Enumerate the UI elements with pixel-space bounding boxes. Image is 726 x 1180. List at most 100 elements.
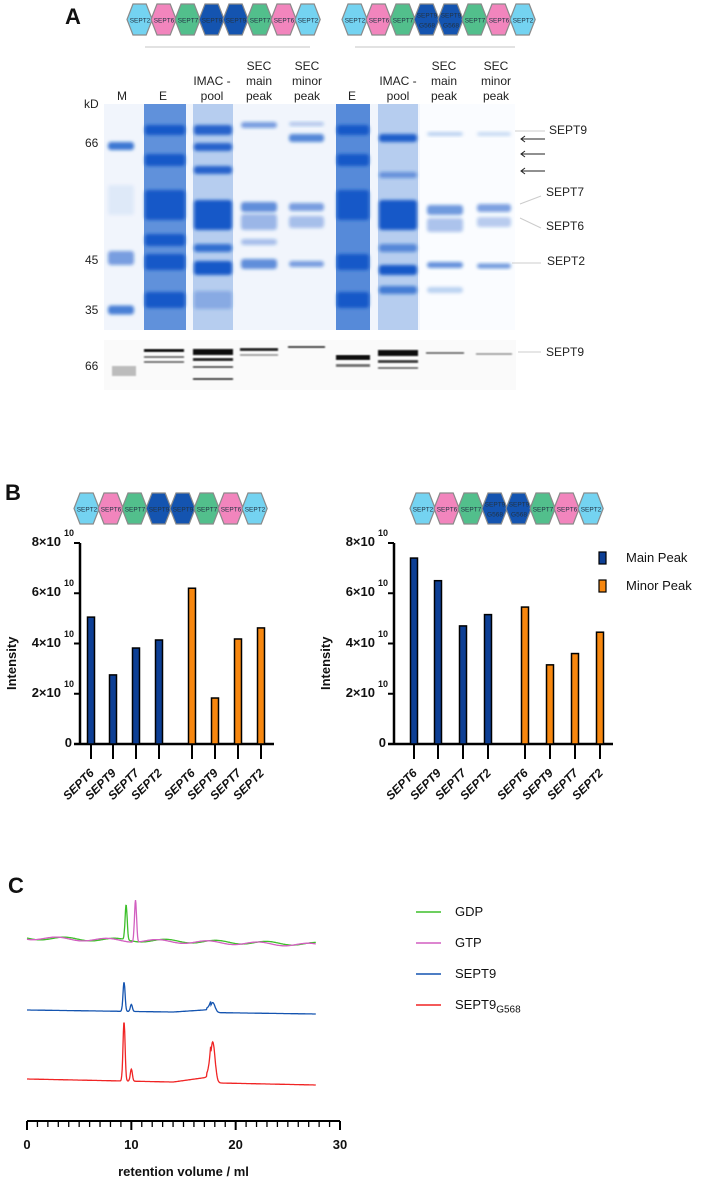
gel-band: [145, 190, 185, 220]
subunit-label: SEPT7: [250, 18, 271, 25]
y-tick-label: 2×10: [345, 684, 375, 700]
gel-lane: [289, 122, 324, 267]
arrow-icon: [520, 150, 545, 158]
subunit-label: G568: [511, 512, 527, 519]
subunit-label: SEPT7: [393, 18, 414, 25]
gel-band: [289, 216, 324, 228]
subunit-label: SEPT2: [298, 18, 319, 25]
western-band: [144, 349, 184, 352]
western-band: [144, 361, 184, 363]
western-band: [476, 353, 512, 355]
x-tick-label: 0: [23, 1137, 31, 1152]
arrow-icon: [520, 135, 545, 143]
gel-band: [194, 143, 232, 151]
marker-66: 66: [85, 136, 99, 150]
gel-band: [194, 200, 232, 230]
gel-band: [379, 200, 417, 230]
trace-gdp: [26, 904, 316, 946]
subunit-label: SEPT9: [149, 507, 170, 514]
gel-band: [145, 125, 185, 135]
western-band: [426, 352, 464, 354]
legend-label-minor: Minor Peak: [626, 578, 692, 593]
lane-label: SEC main peak: [430, 59, 458, 103]
lane-label: SEC main peak: [245, 59, 273, 103]
subunit-label: SEPT6: [221, 507, 242, 514]
legend-label-sept9: SEPT9: [455, 966, 497, 981]
gel-band: [379, 286, 417, 294]
kd-label: kD: [84, 97, 99, 111]
subunit-label: SEPT7: [178, 18, 199, 25]
gel-band: [241, 214, 277, 230]
y-tick-label: 8×10: [345, 534, 375, 549]
x-tick-label: 20: [228, 1137, 243, 1152]
band-label-sept2: SEPT2: [547, 254, 586, 268]
gel-band: [427, 205, 463, 215]
subunit-label: SEPT2: [130, 18, 151, 25]
lane-label: IMAC - pool: [379, 74, 417, 103]
subunit-label: SEPT2: [581, 507, 602, 514]
divider-left: [145, 46, 310, 48]
gel-band: [145, 292, 185, 308]
gel-band: [289, 134, 324, 142]
subunit-label: SEPT9: [509, 502, 530, 509]
gel-band: [108, 251, 134, 265]
gel-band: [477, 263, 511, 269]
subunit-sept2-hexagon: SEPT2: [577, 492, 604, 525]
legend-label-gdp: GDP: [455, 904, 484, 919]
band-label-sept6: SEPT6: [546, 219, 585, 233]
y-tick-exponent: 10: [64, 528, 75, 538]
gel-band: [145, 234, 185, 246]
gel-band: [289, 122, 324, 126]
gel-band: [145, 154, 185, 166]
gel-band: [108, 305, 134, 315]
subunit-label: SEPT9: [441, 13, 462, 20]
y-tick-label: 2×10: [31, 684, 61, 700]
gel-band: [427, 262, 463, 268]
gel-lane: [378, 104, 418, 330]
gel-band: [337, 125, 369, 135]
arrow-icon: [520, 167, 545, 175]
lane-label: E: [158, 89, 167, 103]
gel-band: [108, 185, 134, 215]
gel-lane: [108, 142, 134, 315]
gel-band: [108, 142, 134, 150]
subunit-sept2-hexagon: SEPT2: [241, 492, 268, 525]
trace-gtp: [26, 900, 316, 947]
western-band: [112, 366, 136, 376]
leader-line: [519, 195, 542, 205]
subunit-sept9-hexagon: SEPT9 G568: [413, 3, 440, 36]
gel-lane: [241, 122, 277, 269]
western-marker-66: 66: [85, 359, 99, 373]
gel-lane: [336, 104, 370, 330]
western-band: [240, 348, 278, 351]
western-label-sept9: SEPT9: [546, 345, 585, 359]
panel-b-label: B: [5, 480, 21, 505]
subunit-label: G568: [419, 23, 435, 30]
y-tick-exponent: 10: [64, 678, 75, 689]
marker-35: 35: [85, 303, 99, 317]
complex-diagrams-a: SEPT2 SEPT6 SEPT7 SEPT9 SEPT9 SEPT7 SEPT6 SEPT2…: [126, 3, 536, 36]
gel-band: [241, 259, 277, 269]
gel-band: [194, 244, 232, 252]
gel-band: [379, 134, 417, 142]
band-label-sept9: SEPT9: [549, 123, 588, 137]
gel-band: [337, 254, 369, 270]
divider-right: [355, 46, 515, 48]
y-tick-label: 4×10: [31, 634, 61, 650]
gel-band: [194, 261, 232, 275]
y-tick-label: 4×10: [345, 634, 375, 650]
gel-band: [427, 132, 463, 136]
y-tick-exponent: 10: [378, 528, 389, 538]
subunit-label: G568: [487, 512, 503, 519]
gel-lane: [477, 132, 511, 269]
subunit-label: SEPT6: [369, 18, 390, 25]
western-band: [288, 346, 325, 348]
gel-band: [145, 254, 185, 270]
subunit-label: SEPT7: [465, 18, 486, 25]
x-tick-label: 10: [124, 1137, 139, 1152]
gel-lane: [427, 132, 463, 293]
western-band: [193, 358, 233, 361]
